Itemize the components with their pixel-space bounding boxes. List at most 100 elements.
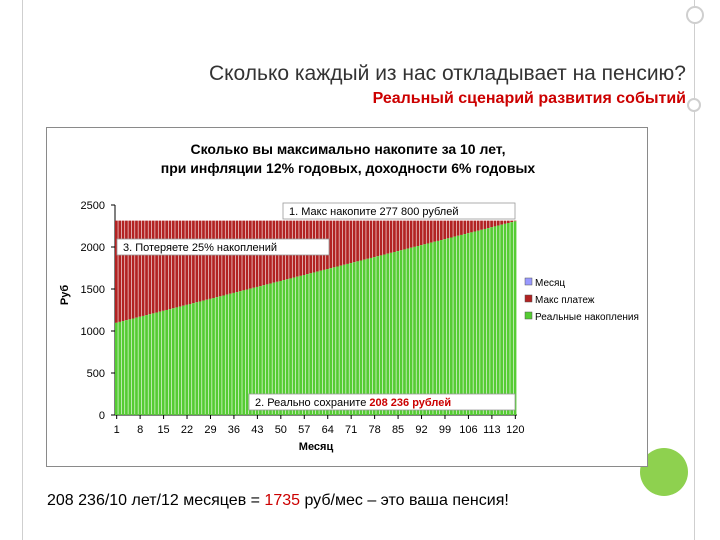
bar-real-savings xyxy=(429,242,433,415)
bar-real-savings xyxy=(289,278,292,415)
y-tick-label: 0 xyxy=(99,410,105,422)
bar-max-payment xyxy=(215,220,219,298)
bar-real-savings xyxy=(480,229,483,415)
bar-max-payment xyxy=(456,220,460,236)
bar-real-savings xyxy=(188,304,192,415)
x-tick-label: 99 xyxy=(439,424,451,436)
bar-real-savings xyxy=(413,246,416,415)
bar-real-savings xyxy=(386,253,390,415)
slide-subheading: Реальный сценарий развития событий xyxy=(372,90,686,107)
bar-real-savings xyxy=(466,233,470,415)
bar-max-payment xyxy=(145,220,148,316)
bar-real-savings xyxy=(490,227,493,415)
bar-max-payment xyxy=(238,220,242,292)
bar-real-savings xyxy=(195,302,199,415)
bar-real-savings xyxy=(460,234,463,415)
bar-real-savings xyxy=(205,299,209,415)
bar-max-payment xyxy=(168,220,172,310)
bar-real-savings xyxy=(182,305,185,415)
bar-max-payment xyxy=(222,220,225,296)
legend-label: Месяц xyxy=(535,278,565,289)
bar-max-payment xyxy=(161,220,165,311)
annotation-max-box xyxy=(282,202,516,220)
bar-max-payment xyxy=(135,220,138,318)
bar-real-savings xyxy=(416,246,420,415)
bar-max-payment xyxy=(138,220,142,317)
bar-max-payment xyxy=(175,220,179,308)
y-tick-label: 1000 xyxy=(81,326,105,338)
bar-real-savings xyxy=(356,261,359,415)
bar-real-savings xyxy=(128,319,132,415)
bar-max-payment xyxy=(450,220,453,238)
bar-max-payment xyxy=(242,220,246,291)
bar-real-savings xyxy=(332,267,336,415)
bar-max-payment xyxy=(148,220,152,315)
chart-title-line2: при инфляции 12% годовых, доходности 6% … xyxy=(160,160,536,176)
bar-real-savings xyxy=(302,275,306,415)
bar-real-savings xyxy=(503,223,507,415)
bar-real-savings xyxy=(275,281,279,415)
decorative-vertical-line-right xyxy=(694,0,695,540)
bar-real-savings xyxy=(493,226,497,415)
bar-max-payment xyxy=(185,220,189,305)
bar-real-savings xyxy=(118,321,122,415)
bar-max-payment xyxy=(413,220,416,247)
bar-real-savings xyxy=(342,264,346,415)
bar-real-savings xyxy=(252,287,256,415)
bar-max-payment xyxy=(182,220,185,306)
bar-max-payment xyxy=(399,220,403,251)
x-tick-label: 29 xyxy=(204,424,216,436)
annotation-lost-box xyxy=(116,238,330,256)
bar-real-savings xyxy=(279,280,282,415)
bar-real-savings xyxy=(269,283,272,415)
bar-real-savings xyxy=(249,288,252,415)
bar-real-savings xyxy=(135,317,138,415)
bar-real-savings xyxy=(262,285,266,415)
bar-real-savings xyxy=(473,231,477,415)
bar-real-savings xyxy=(450,237,453,415)
bar-real-savings xyxy=(222,295,225,415)
x-tick-label: 120 xyxy=(506,424,524,436)
bar-max-payment xyxy=(379,220,383,256)
bar-max-payment xyxy=(510,220,514,223)
bar-real-savings xyxy=(175,307,179,415)
x-tick-label: 15 xyxy=(157,424,169,436)
bar-real-savings xyxy=(500,224,503,415)
bar-max-payment xyxy=(232,220,235,293)
bar-max-payment xyxy=(339,220,343,266)
bar-max-payment xyxy=(429,220,433,243)
bar-real-savings xyxy=(115,322,118,415)
bar-real-savings xyxy=(295,276,299,415)
x-tick-label: 43 xyxy=(251,424,263,436)
chart-title: Сколько вы максимально накопите за 10 ле… xyxy=(47,140,649,178)
footer-highlight: 1735 xyxy=(264,492,301,509)
bar-max-payment xyxy=(403,220,406,250)
bar-real-savings xyxy=(218,296,222,415)
bar-real-savings xyxy=(242,290,246,415)
annotation-max-part: 1. Макс накопите 277 800 рублей xyxy=(289,206,459,218)
annotation-real-box xyxy=(248,393,516,411)
bar-max-payment xyxy=(460,220,463,235)
bar-real-savings xyxy=(212,298,215,415)
bar-real-savings xyxy=(309,273,313,415)
chart-svg: 0 500 1000 1500 2000 2500 1 8 15 22 29 36 43 50 57 64 71… xyxy=(59,200,639,453)
bar-max-payment xyxy=(151,220,155,314)
chart-frame: Сколько вы максимально накопите за 10 ле… xyxy=(46,127,648,467)
bar-max-payment xyxy=(202,220,205,301)
bar-max-payment xyxy=(372,220,376,258)
bar-real-savings xyxy=(292,277,296,415)
bar-max-payment xyxy=(470,220,473,233)
bar-max-payment xyxy=(389,220,393,253)
x-tick-label: 78 xyxy=(369,424,381,436)
legend-swatch xyxy=(524,311,533,320)
bar-real-savings xyxy=(426,243,430,415)
annotation-real: 2. Реально сохраните 208 236 рублей xyxy=(255,397,451,409)
bar-real-savings xyxy=(419,245,423,415)
bar-real-savings xyxy=(272,282,276,415)
bar-real-savings xyxy=(376,256,380,415)
bar-max-payment xyxy=(195,220,199,303)
y-axis-label: Руб xyxy=(59,285,71,305)
decorative-vertical-line-left xyxy=(22,0,23,540)
bar-real-savings xyxy=(446,238,450,415)
bar-max-payment xyxy=(225,220,229,295)
